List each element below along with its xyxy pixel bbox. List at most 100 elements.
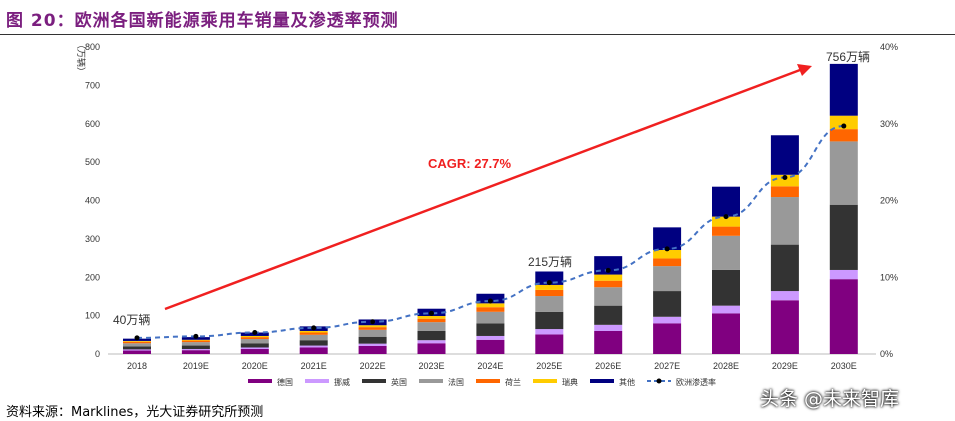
y-tick-label: 0 — [95, 349, 100, 359]
bar-segment-3 — [535, 311, 564, 330]
bar-segment-5 — [535, 289, 564, 297]
legend-label: 英国 — [391, 377, 407, 387]
x-tick-label: 2030E — [831, 361, 857, 371]
x-tick-label: 2024E — [477, 361, 503, 371]
bar-segment-4 — [417, 322, 446, 331]
bar-segment-6 — [299, 330, 328, 333]
bar-segment-2 — [594, 324, 623, 331]
watermark: 头条 @未来智库 — [760, 388, 900, 410]
y-tick-label: 600 — [85, 119, 100, 129]
bar-segment-4 — [653, 266, 682, 292]
legend-swatch — [533, 379, 557, 383]
bar-segment-1 — [358, 345, 387, 354]
bar-segment-4 — [358, 329, 387, 337]
bar-segment-1 — [770, 300, 799, 354]
bar-segment-1 — [829, 279, 858, 354]
y2-tick-label: 20% — [880, 196, 898, 206]
bar-segment-4 — [829, 141, 858, 205]
penetration-rate-point — [605, 267, 611, 273]
bar-segment-5 — [123, 341, 151, 344]
bar-segment-3 — [299, 340, 328, 346]
bar-segment-7 — [770, 135, 799, 175]
x-tick-label: 2019E — [183, 361, 209, 371]
bar-segment-4 — [594, 287, 623, 306]
bar-segment-4 — [123, 343, 151, 347]
bar-segment-3 — [594, 305, 623, 325]
bar-segment-3 — [358, 336, 387, 344]
legend-label: 挪威 — [334, 377, 350, 387]
x-tick-label: 2023E — [418, 361, 444, 371]
bar-segment-3 — [770, 244, 799, 292]
legend-swatch — [476, 379, 500, 383]
penetration-rate-point — [546, 280, 552, 286]
legend-swatch — [419, 379, 443, 383]
bar-segment-7 — [712, 186, 740, 217]
bar-segment-5 — [358, 327, 387, 330]
legend-label: 法国 — [448, 377, 464, 387]
y-axis-label: （万辆） — [76, 40, 87, 76]
legend-label: 德国 — [277, 377, 293, 387]
bar-segment-4 — [535, 296, 564, 312]
annotation-2025: 215万辆 — [528, 255, 572, 269]
legend-swatch — [305, 379, 329, 383]
y-tick-label: 100 — [85, 311, 100, 321]
bar-segment-1 — [299, 347, 328, 354]
bar-segment-6 — [358, 325, 387, 328]
cagr-label: CAGR: 27.7% — [428, 156, 512, 171]
y-tick-label: 300 — [85, 234, 100, 244]
bar-segment-7 — [829, 63, 858, 116]
bar-segment-6 — [829, 115, 858, 130]
bar-segment-1 — [653, 323, 682, 354]
y-tick-label: 500 — [85, 157, 100, 167]
annotation-2030: 756万辆 — [826, 50, 870, 64]
legend-line-marker — [656, 378, 662, 384]
bar-segment-4 — [770, 197, 799, 245]
bar-segment-5 — [712, 226, 740, 236]
bar-segment-5 — [653, 258, 682, 267]
bar-segment-3 — [417, 330, 446, 341]
bar-segment-6 — [594, 274, 623, 281]
bar-segment-2 — [770, 291, 799, 301]
bar-segment-3 — [240, 343, 269, 348]
bar-segment-5 — [299, 332, 328, 335]
penetration-rate-point — [370, 319, 376, 325]
legend-label: 其他 — [619, 377, 635, 387]
bar-segment-5 — [240, 337, 269, 340]
cagr-arrowhead-icon — [797, 64, 812, 76]
bar-segment-6 — [181, 339, 210, 341]
bar-segment-4 — [240, 339, 269, 344]
bar-segment-2 — [476, 335, 505, 340]
x-tick-label: 2020E — [242, 361, 268, 371]
bar-segment-2 — [712, 305, 740, 314]
bar-segment-2 — [299, 345, 328, 348]
cagr-arrow — [164, 68, 801, 311]
bar-segment-4 — [299, 334, 328, 341]
bar-segment-3 — [712, 269, 740, 306]
x-tick-label: 2026E — [595, 361, 621, 371]
x-tick-label: 2022E — [360, 361, 386, 371]
bar-segment-4 — [476, 311, 505, 324]
bar-segment-1 — [417, 343, 446, 354]
penetration-rate-point — [311, 325, 317, 331]
bar-segment-3 — [123, 346, 151, 350]
bar-segment-1 — [535, 334, 564, 354]
bar-segment-1 — [594, 330, 623, 354]
bar-segment-4 — [181, 342, 210, 346]
bar-segment-2 — [653, 316, 682, 324]
penetration-rate-point — [664, 246, 670, 252]
penetration-rate-point — [134, 335, 140, 341]
bar-segment-6 — [123, 340, 151, 342]
bar-segment-6 — [535, 284, 564, 290]
legend-swatch — [248, 379, 272, 383]
bar-segment-3 — [829, 204, 858, 270]
y2-tick-label: 0% — [880, 349, 893, 359]
bar-segment-6 — [653, 250, 682, 259]
penetration-rate-point — [252, 330, 258, 336]
bar-segment-3 — [476, 323, 505, 336]
bar-segment-2 — [358, 343, 387, 346]
penetration-rate-point — [487, 298, 493, 304]
bar-segment-2 — [417, 340, 446, 344]
bar-segment-6 — [712, 216, 740, 227]
